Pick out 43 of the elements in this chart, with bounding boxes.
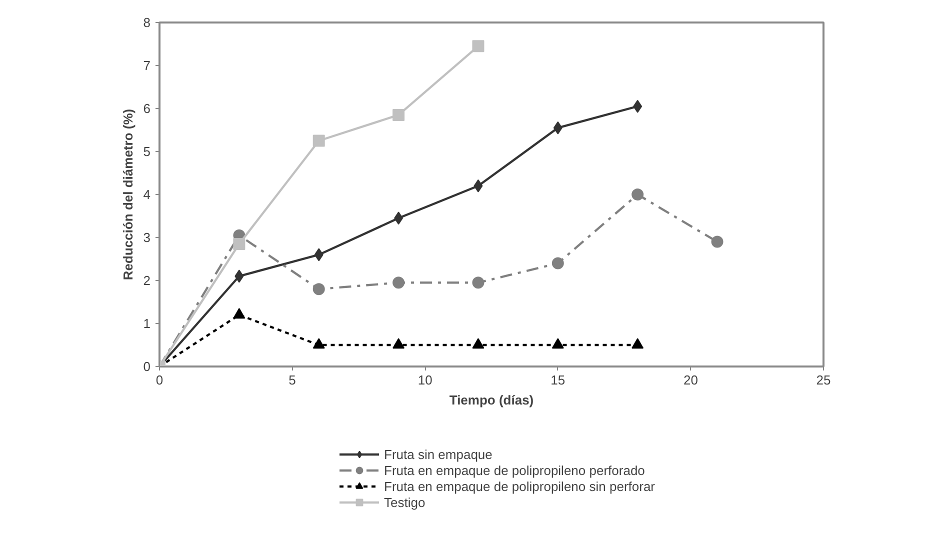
point — [552, 257, 564, 270]
point — [392, 338, 405, 349]
point — [472, 40, 484, 52]
point — [392, 276, 405, 289]
legend-label: Fruta en empaque de polipropileno sin perforar — [384, 478, 656, 494]
point — [394, 212, 404, 225]
point — [474, 179, 483, 192]
legend-label: Fruta sin empaque — [384, 446, 492, 462]
x-tick-label: 25 — [816, 372, 831, 388]
y-tick-label: 5 — [143, 144, 151, 159]
y-axis-title: Reducción del diámetro (%) — [120, 108, 136, 280]
y-tick-label: 6 — [143, 101, 151, 116]
point — [314, 248, 324, 262]
point — [233, 238, 246, 250]
x-tick-label: 20 — [683, 372, 698, 388]
point — [552, 338, 564, 349]
x-axis-title: Tiempo (días) — [449, 392, 534, 408]
point — [472, 276, 484, 289]
point — [711, 236, 724, 248]
point — [392, 108, 405, 121]
point — [632, 188, 644, 200]
x-tick-label: 15 — [550, 372, 566, 388]
point — [633, 100, 642, 113]
y-tick-label: 1 — [143, 316, 151, 331]
y-tick-label: 0 — [143, 359, 151, 374]
y-tick-label: 7 — [143, 58, 151, 73]
point — [312, 283, 325, 296]
legend-label: Fruta en empaque de polipropileno perforado — [384, 462, 645, 478]
point — [312, 134, 325, 147]
point — [472, 338, 484, 349]
y-tick-label: 8 — [143, 15, 151, 30]
point — [234, 270, 244, 283]
point — [632, 338, 644, 349]
point — [553, 121, 562, 134]
x-tick-label: 5 — [288, 372, 296, 388]
x-tick-label: 10 — [418, 372, 432, 388]
y-tick-label: 4 — [143, 187, 151, 202]
x-tick-label: 0 — [156, 372, 164, 388]
legend-label: Testigo — [384, 494, 426, 510]
point — [233, 308, 246, 319]
y-tick-label: 2 — [143, 273, 151, 288]
y-tick-label: 3 — [143, 230, 151, 245]
point — [312, 338, 325, 349]
